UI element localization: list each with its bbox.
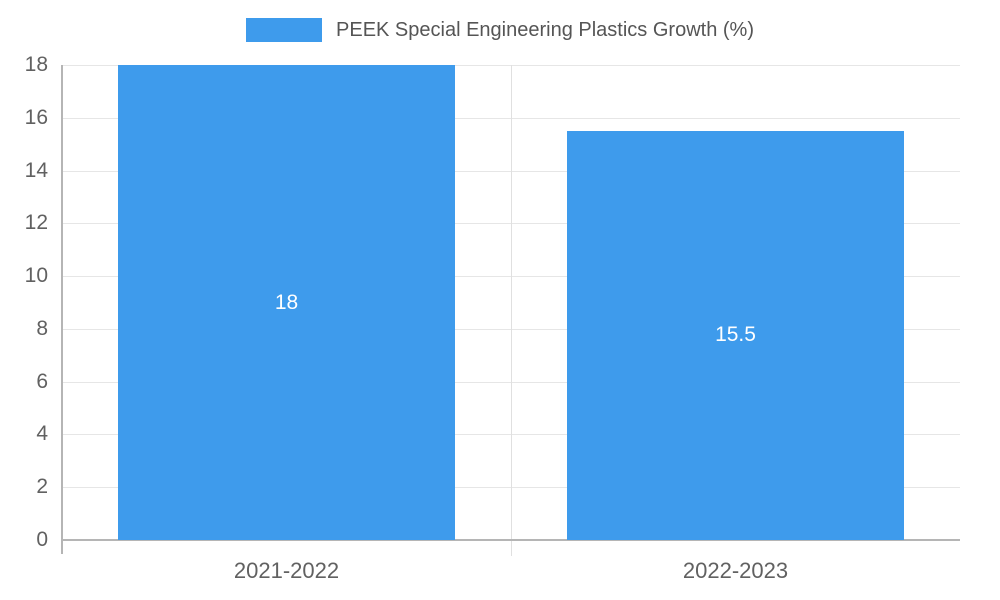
y-tick-label-16: 16	[24, 105, 48, 129]
bar-2022-2023: 15.5	[567, 130, 904, 540]
x-axis-baseline	[62, 539, 960, 541]
y-tick-label-10: 10	[24, 264, 48, 288]
y-tick-label-0: 0	[36, 528, 48, 551]
category-divider-line	[511, 65, 512, 556]
bar-value-label: 15.5	[715, 323, 756, 347]
y-tick-label-6: 6	[36, 369, 48, 393]
x-category-label-2022-2023: 2022-2023	[682, 558, 789, 583]
x-axis-category-labels: 2021-2022 2022-2023	[62, 558, 960, 584]
chart-legend: PEEK Special Engineering Plastics Growth…	[0, 18, 1000, 42]
plot-area: 0 2 4 6 8 10 12 14 16 18 18 15.5	[25, 53, 960, 556]
y-axis-line	[61, 65, 63, 554]
bar-value-label: 18	[274, 290, 299, 314]
y-tick-label-8: 8	[36, 316, 48, 340]
legend-color-swatch	[246, 18, 323, 42]
legend-series-label: PEEK Special Engineering Plastics Growth…	[336, 18, 754, 41]
y-tick-label-2: 2	[36, 475, 48, 499]
y-tick-label-14: 14	[24, 158, 48, 182]
y-tick-label-4: 4	[36, 422, 48, 446]
bar-2021-2022: 18	[118, 65, 455, 540]
y-tick-label-12: 12	[24, 211, 48, 235]
x-category-label-2021-2022: 2021-2022	[233, 558, 340, 583]
y-tick-label-18: 18	[24, 53, 48, 76]
